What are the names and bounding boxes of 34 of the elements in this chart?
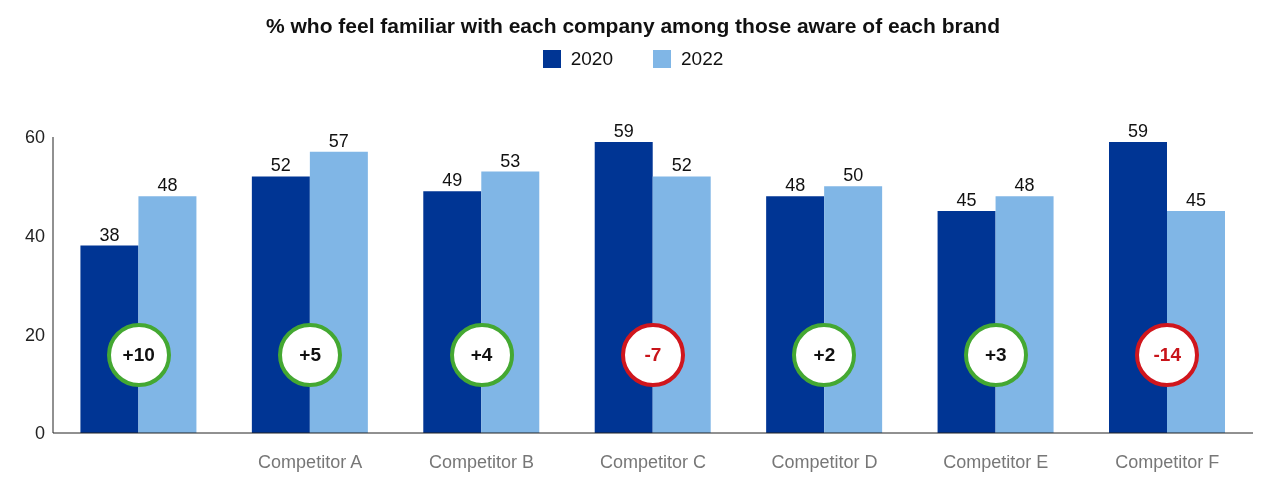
x-tick-label: Competitor B [429, 451, 535, 472]
data-label: 53 [500, 150, 521, 171]
data-label: 59 [613, 120, 634, 141]
data-label: 59 [1127, 120, 1149, 141]
x-tick-label: Competitor E [943, 451, 1049, 472]
data-label: 48 [157, 175, 178, 196]
chart-title: % who feel familiar with each company among those aware of each brand [265, 13, 1001, 39]
x-tick-label: Competitor C [599, 451, 707, 472]
data-label: 48 [785, 175, 806, 196]
annotation: -14 [1135, 323, 1200, 387]
data-label: 48 [1014, 175, 1035, 196]
data-label: 52 [270, 155, 291, 176]
data-label: 45 [1185, 190, 1207, 210]
legend-label: 2022 [681, 48, 724, 70]
data-label: 57 [328, 130, 349, 151]
y-tick-label: 0 [34, 423, 45, 444]
data-label: 50 [843, 165, 864, 186]
data-label: 52 [671, 155, 692, 176]
x-tick-label: Competitor F [1115, 451, 1220, 472]
annotation: +3 [963, 323, 1028, 387]
x-tick-label: Competitor D [771, 451, 878, 472]
annotation: +4 [449, 323, 514, 387]
annotation: +5 [278, 323, 343, 387]
x-tick-label: Competitor A [258, 451, 363, 472]
annotation: +10 [106, 323, 171, 387]
annotation: +2 [792, 323, 857, 387]
legend-label: 2020 [570, 48, 613, 70]
annotation: -7 [621, 323, 685, 387]
y-tick-label: 60 [24, 127, 45, 148]
data-label: 49 [442, 170, 463, 191]
data-label: 38 [99, 224, 120, 245]
y-tick-label: 20 [24, 324, 45, 345]
y-tick-label: 40 [24, 226, 45, 247]
data-label: 45 [956, 190, 977, 210]
